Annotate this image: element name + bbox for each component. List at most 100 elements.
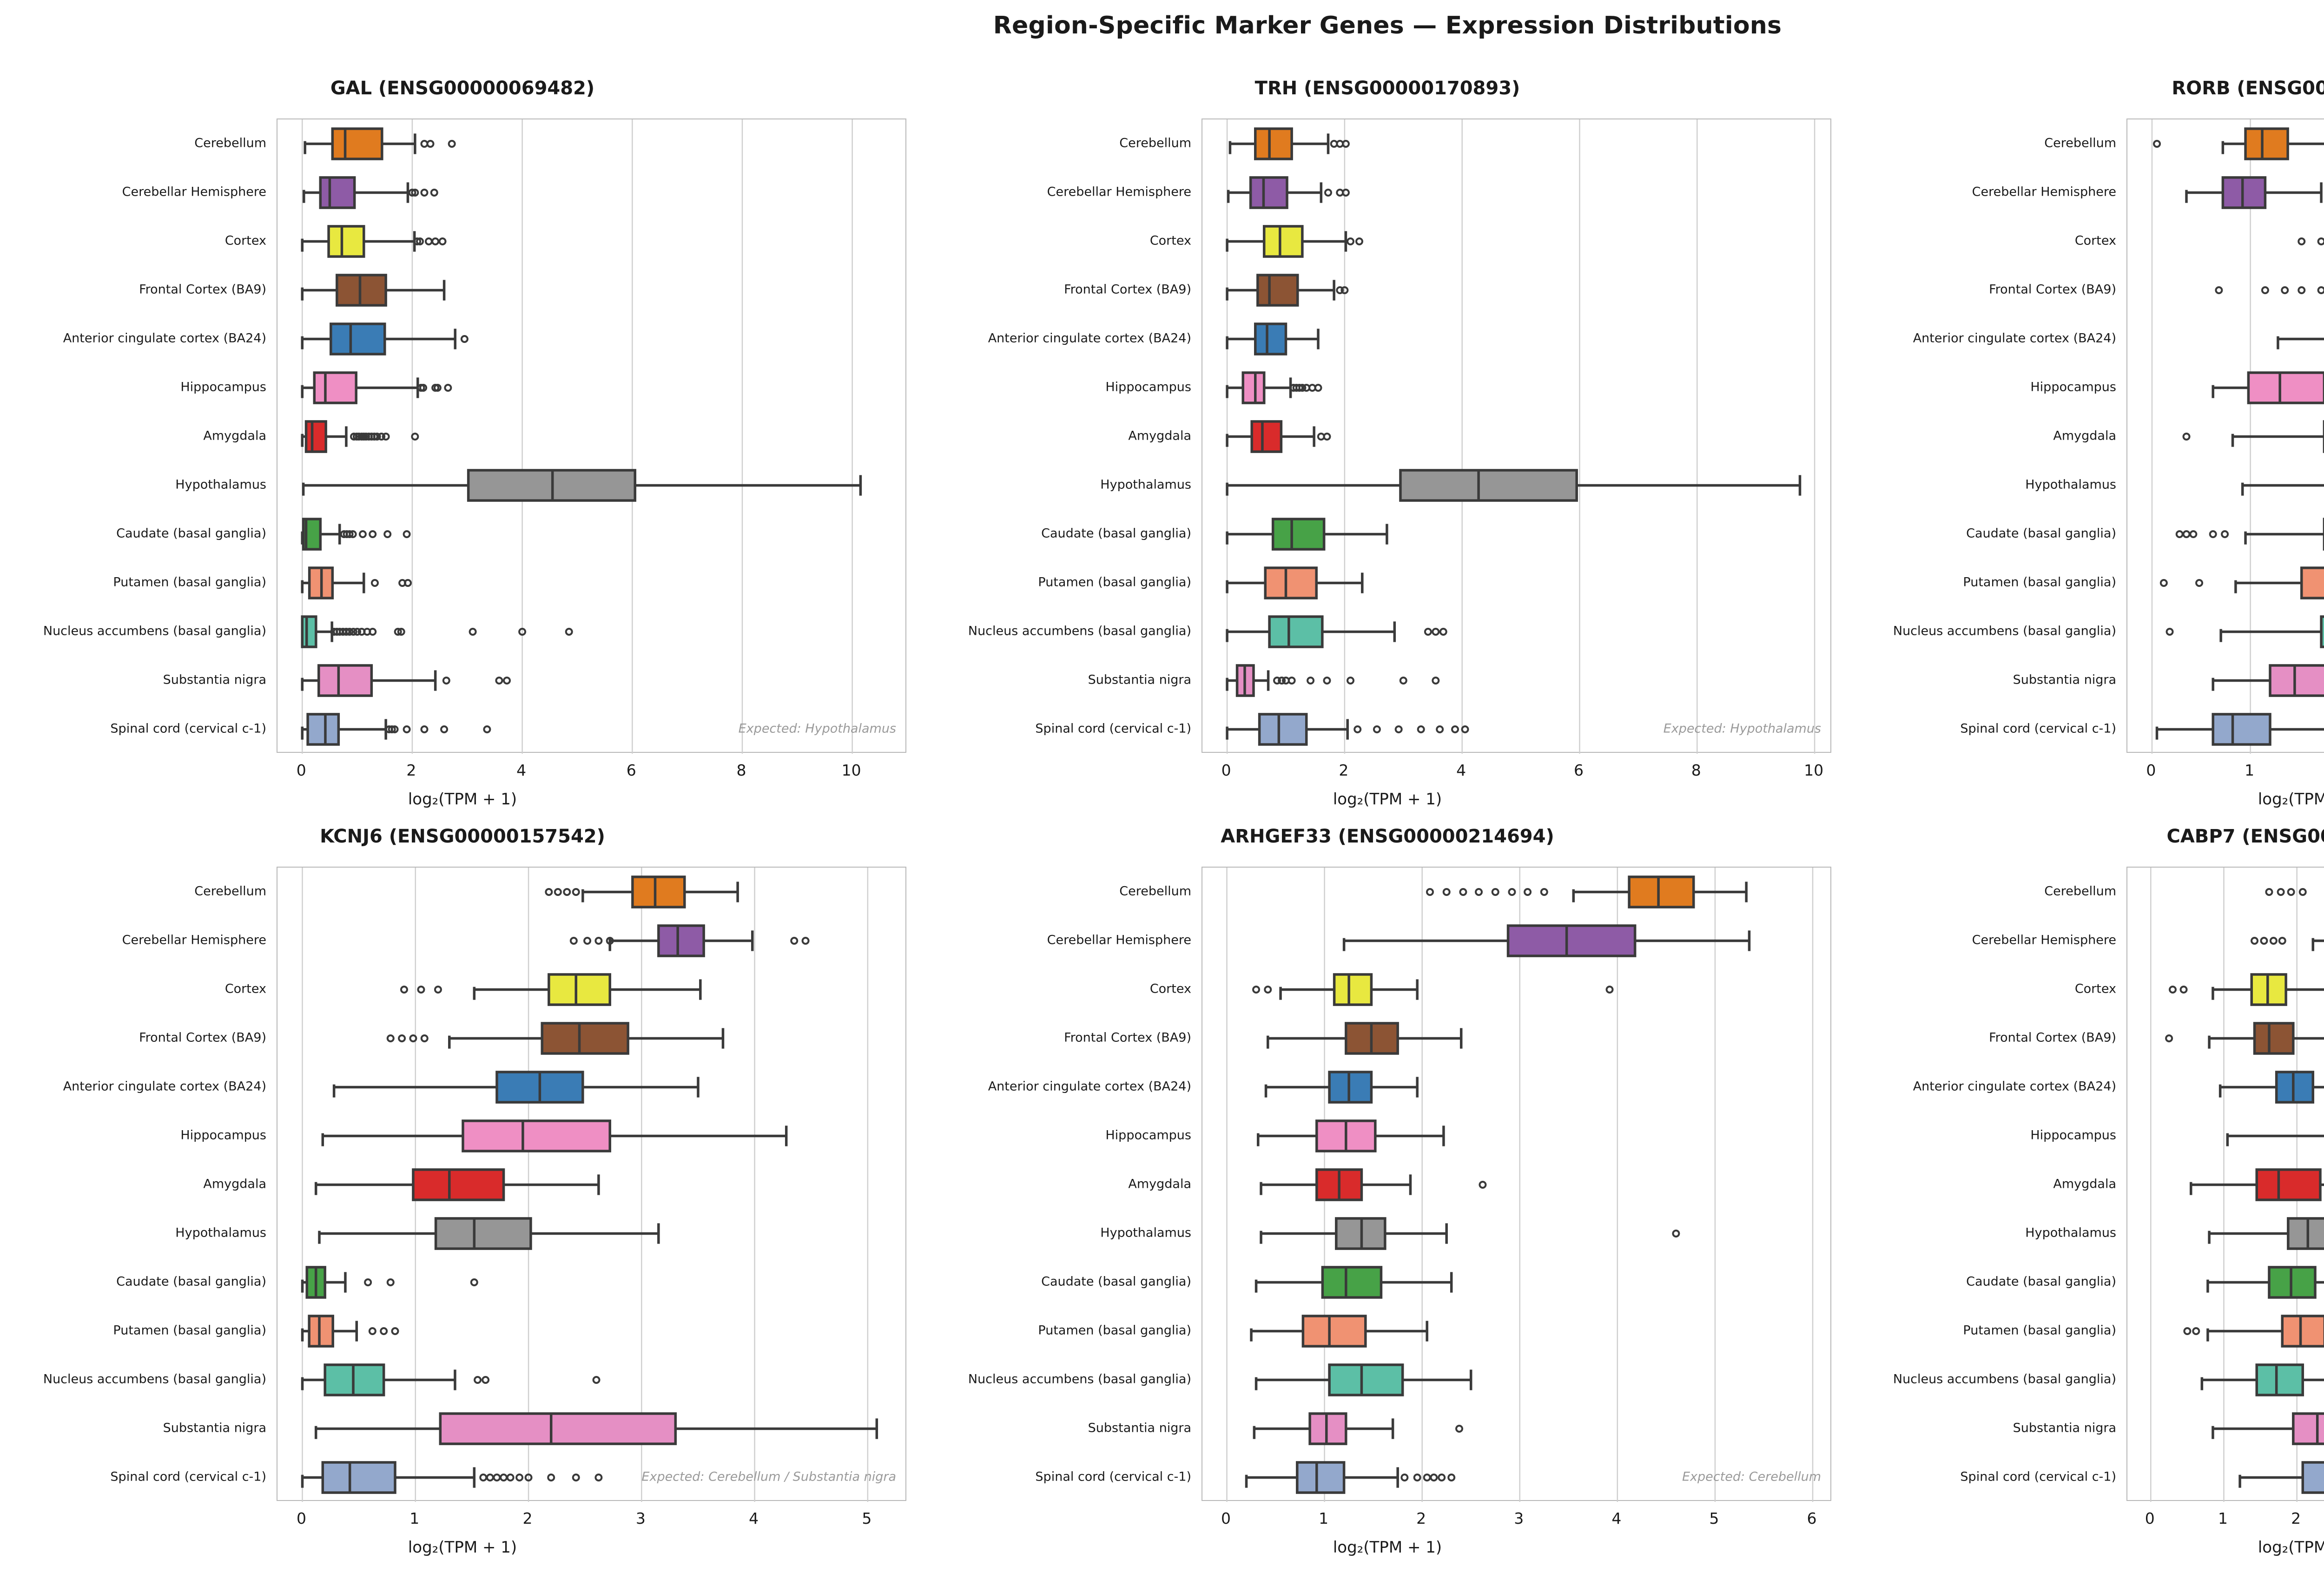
outlier-point xyxy=(440,725,449,733)
y-tick-label: Cortex xyxy=(224,233,266,248)
box-caudate-basal-ganglia- xyxy=(1254,1266,1453,1299)
outlier-point xyxy=(403,530,411,538)
y-tick-label: Hypothalamus xyxy=(2025,477,2116,492)
y-tick-label: Cortex xyxy=(1149,233,1191,248)
outlier-point xyxy=(370,579,379,587)
y-tick-label: Amygdala xyxy=(203,428,266,443)
y-tick-label: Substantia nigra xyxy=(1088,672,1191,687)
x-tick-label: 2 xyxy=(1416,1509,1426,1527)
box-cortex xyxy=(301,225,416,258)
outlier-point xyxy=(2261,286,2269,294)
outlier-point xyxy=(486,1474,494,1481)
box-substantia-nigra xyxy=(2212,664,2324,697)
x-axis-ticks: 0 1 2 3 4 5 xyxy=(277,1509,906,1535)
y-tick-label: Cerebellum xyxy=(194,884,266,898)
x-tick-label: 3 xyxy=(1514,1509,1524,1527)
outlier-point xyxy=(1524,888,1532,896)
box-amygdala xyxy=(2190,1168,2324,1201)
box-cerebellum xyxy=(2221,127,2324,160)
outlier-point xyxy=(408,189,416,197)
outlier-point xyxy=(368,1327,376,1335)
expected-region-note: Expected: Cerebellum xyxy=(1682,1469,1821,1484)
subplot-title: RORB (ENSG00000198963) xyxy=(2172,78,2324,99)
x-tick-label: 1 xyxy=(2218,1509,2228,1527)
y-tick-label: Substantia nigra xyxy=(1088,1421,1191,1435)
subplot-title: ARHGEF33 (ENSG00000214694) xyxy=(1221,826,1554,847)
box-body xyxy=(1256,274,1299,307)
y-tick-label: Substantia nigra xyxy=(2013,672,2116,687)
outlier-point xyxy=(2298,286,2306,294)
box-nucleus-accumbens-basal-ganglia- xyxy=(2200,1363,2324,1396)
x-tick-label: 0 xyxy=(1221,761,1231,779)
y-tick-label: Cortex xyxy=(2074,981,2116,996)
outlier-point xyxy=(1432,677,1440,684)
outlier-point xyxy=(524,1474,533,1481)
subplot-kcnj6: KCNJ6 (ENSG00000157542) Cerebellum Cerebel… xyxy=(0,818,925,1573)
outlier-point xyxy=(373,433,381,441)
subplot-title: CABP7 (ENSG00000100314) xyxy=(2166,826,2324,847)
outlier-point xyxy=(388,725,396,733)
box-spinal-cord-cervical-c-1- xyxy=(2238,1461,2324,1494)
x-axis-ticks: 0 2 4 6 8 10 xyxy=(1202,761,1831,787)
outlier-point xyxy=(2287,888,2295,896)
box-body xyxy=(301,615,317,648)
box-hippocampus xyxy=(2212,371,2324,404)
outlier-point xyxy=(594,1474,603,1481)
y-tick-label: Hippocampus xyxy=(1105,1128,1191,1142)
box-amygdala xyxy=(314,1168,600,1201)
outlier-point xyxy=(400,986,408,994)
y-tick-label: Anterior cingulate cortex (BA24) xyxy=(988,331,1191,345)
y-tick-label: Frontal Cortex (BA9) xyxy=(139,1030,266,1045)
box-putamen-basal-ganglia- xyxy=(2206,1315,2324,1348)
outlier-point xyxy=(1399,677,1407,684)
box-body xyxy=(412,1168,505,1201)
x-tick-label: 5 xyxy=(862,1509,872,1527)
outlier-point xyxy=(515,1474,524,1481)
y-tick-label: Anterior cingulate cortex (BA24) xyxy=(63,331,266,345)
outlier-point xyxy=(2215,286,2223,294)
outlier-point xyxy=(565,628,573,636)
box-body xyxy=(1250,420,1283,453)
outlier-point xyxy=(1298,384,1307,392)
box-substantia-nigra xyxy=(314,1412,878,1445)
outlier-point xyxy=(390,725,399,733)
outlier-point xyxy=(364,1278,372,1286)
outlier-point xyxy=(1438,1474,1446,1481)
outlier-point xyxy=(430,189,438,197)
outlier-point xyxy=(409,1034,417,1042)
y-tick-label: Cerebellum xyxy=(194,136,266,150)
outlier-point xyxy=(569,937,578,945)
outlier-point xyxy=(369,530,377,538)
outlier-point xyxy=(482,1376,490,1384)
box-caudate-basal-ganglia- xyxy=(1226,518,1388,551)
outlier-point xyxy=(355,433,363,441)
box-body xyxy=(2255,1363,2304,1396)
x-tick-label: 8 xyxy=(1691,761,1701,779)
outlier-point xyxy=(2168,986,2177,994)
outlier-point xyxy=(383,530,392,538)
x-tick-label: 0 xyxy=(2146,761,2156,779)
outlier-point xyxy=(572,1474,580,1481)
outlier-point xyxy=(1314,384,1322,392)
y-tick-label: Caudate (basal ganglia) xyxy=(1966,526,2116,540)
outlier-point xyxy=(583,937,592,945)
x-tick-label: 6 xyxy=(626,761,636,779)
y-tick-label: Frontal Cortex (BA9) xyxy=(1064,282,1191,296)
x-tick-label: 3 xyxy=(635,1509,646,1527)
subplot-cabp7: CABP7 (ENSG00000100314)CerebellumCerebel… xyxy=(1850,818,2324,1573)
y-tick-label: Cerebellar Hemisphere xyxy=(122,184,266,199)
y-tick-label: Spinal cord (cervical c-1) xyxy=(110,721,266,736)
outlier-point xyxy=(380,1327,388,1335)
outlier-point xyxy=(1323,433,1331,441)
y-tick-label: Hippocampus xyxy=(2030,380,2116,394)
outlier-point xyxy=(474,1376,482,1384)
subplot-arhgef33: ARHGEF33 (ENSG00000214694) Cerebellum Cere… xyxy=(925,818,1850,1573)
outlier-point xyxy=(1347,237,1355,245)
outlier-point xyxy=(433,384,442,392)
box-body xyxy=(2275,1071,2315,1104)
outlier-point xyxy=(2195,579,2204,587)
box-body xyxy=(1271,518,1326,551)
outlier-point xyxy=(2277,888,2285,896)
box-body xyxy=(2301,1461,2324,1494)
x-tick-label: 1 xyxy=(409,1509,420,1527)
